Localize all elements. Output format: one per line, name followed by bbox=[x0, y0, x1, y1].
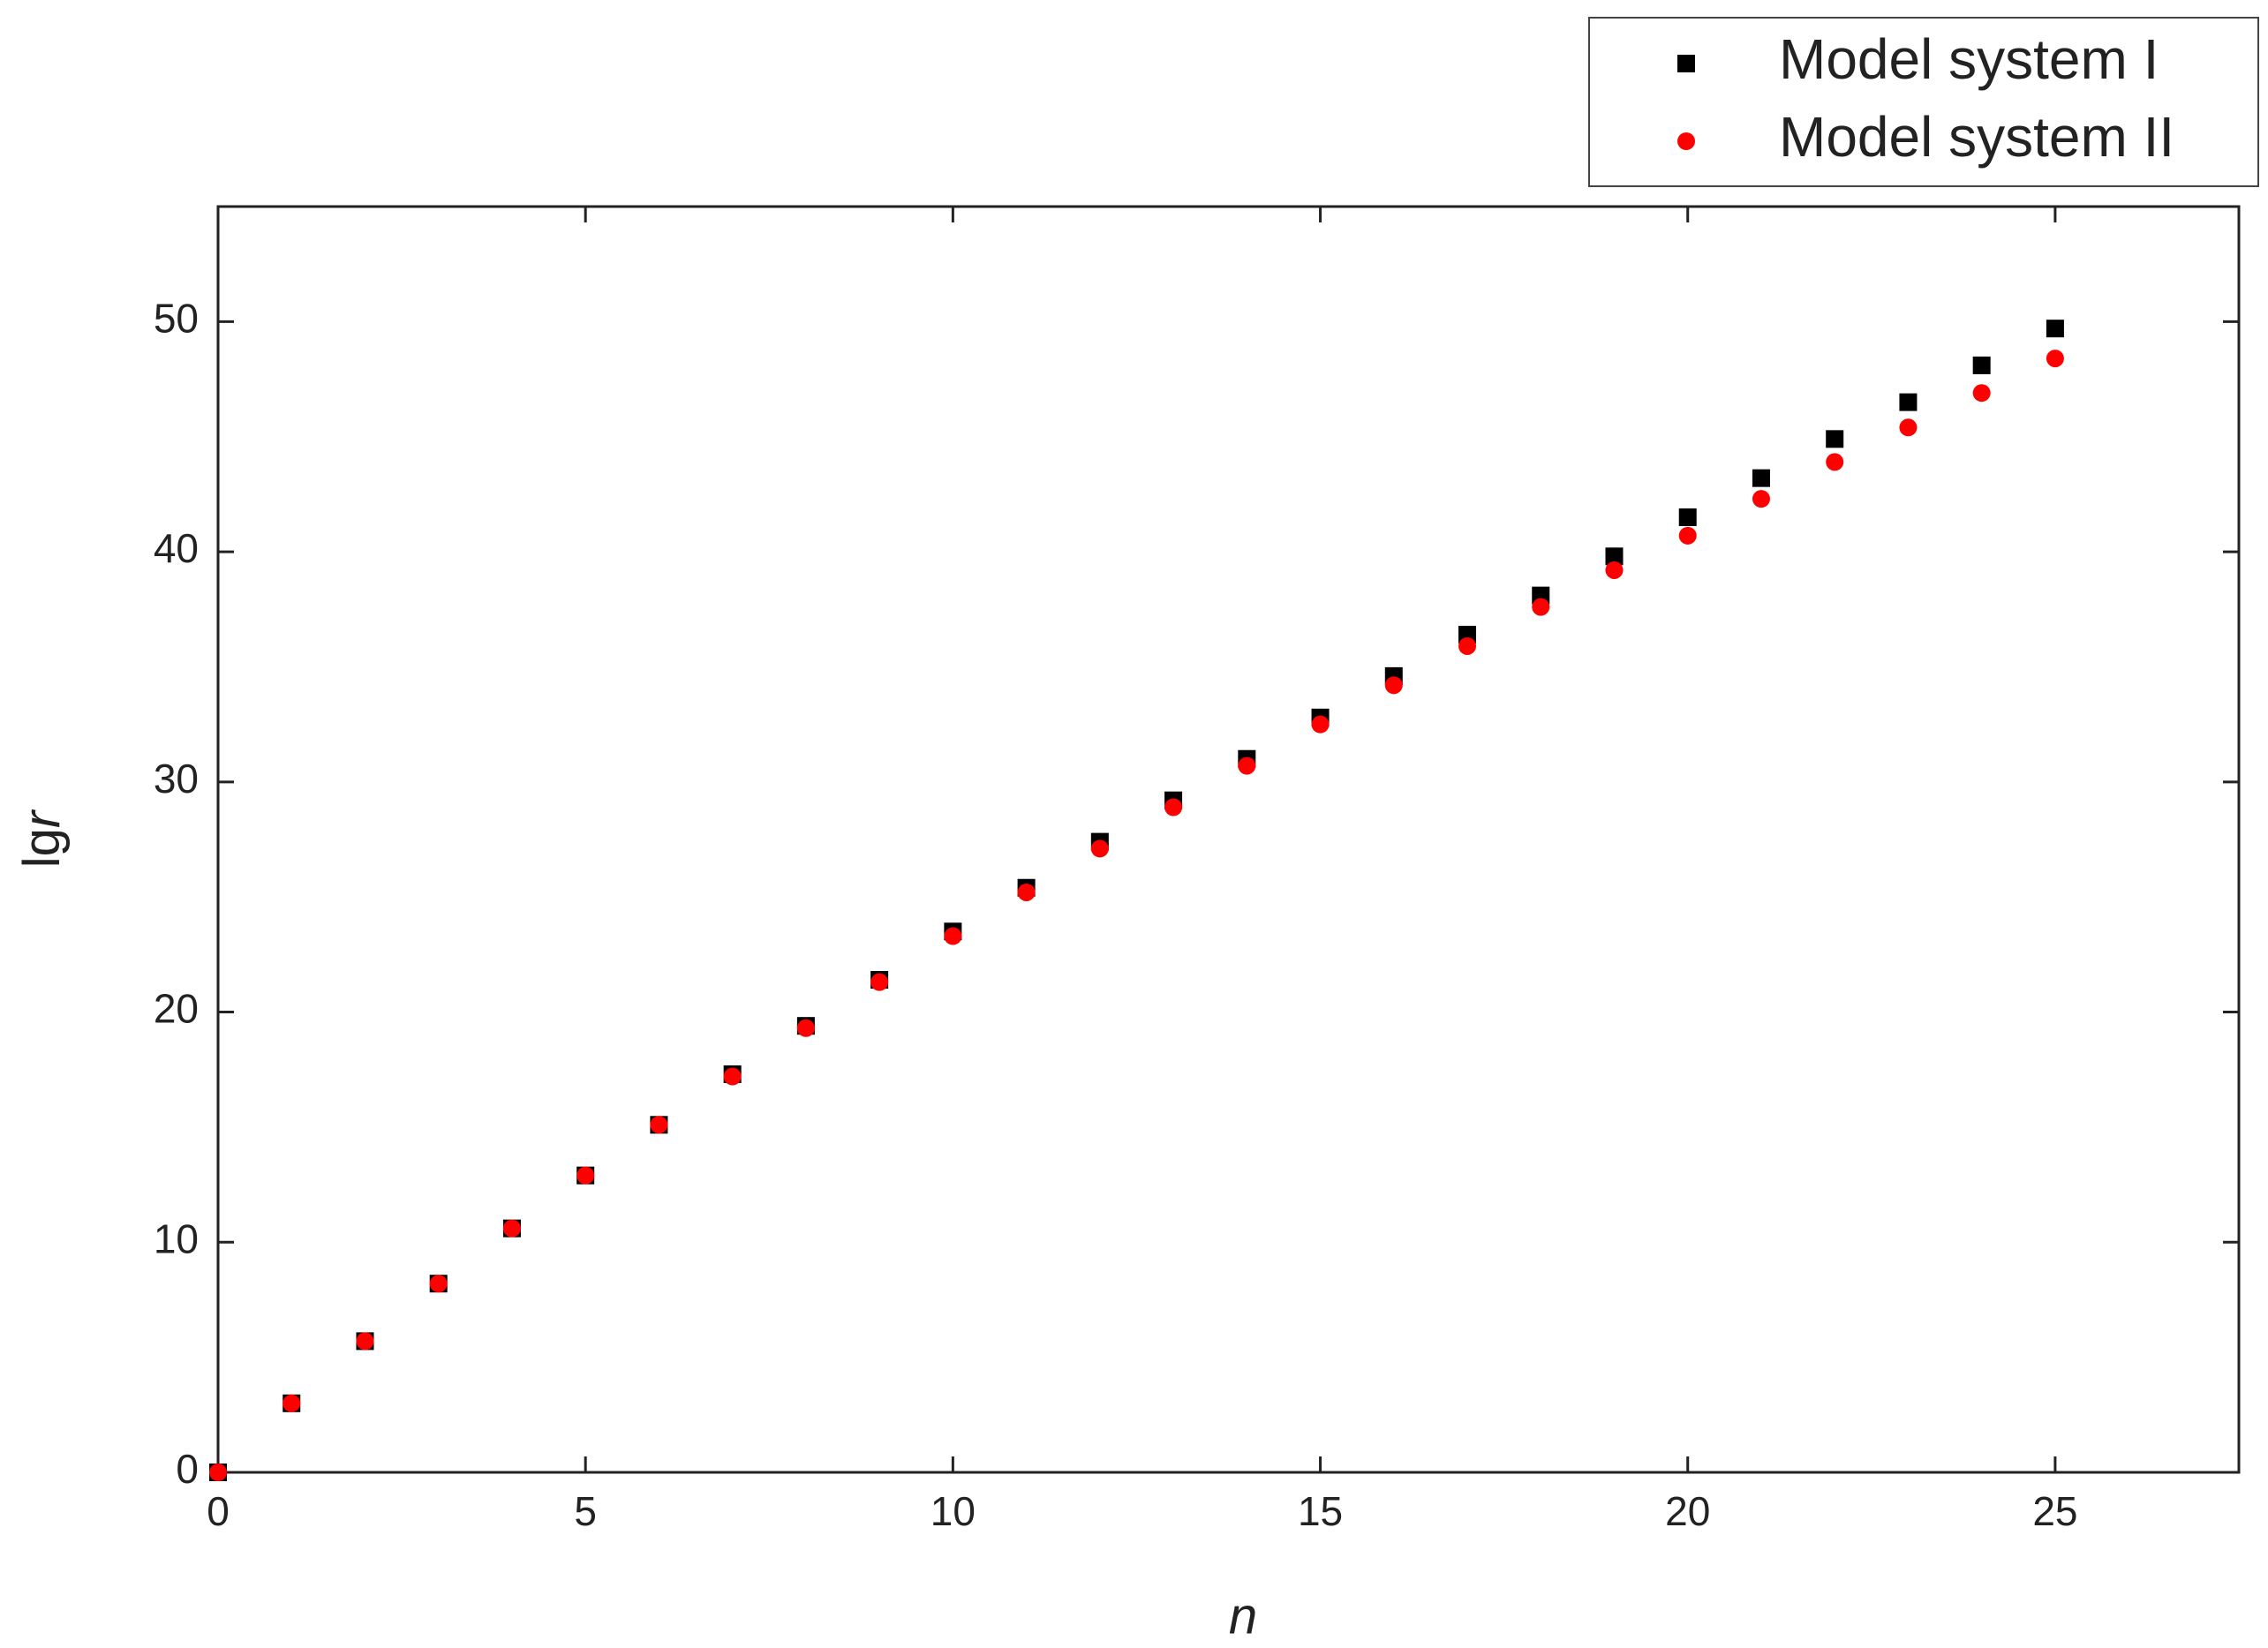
point bbox=[2046, 320, 2064, 338]
point bbox=[356, 1332, 374, 1351]
point bbox=[1458, 636, 1477, 655]
legend-label: Model system I bbox=[1779, 27, 2159, 91]
point bbox=[1532, 598, 1550, 616]
legend-label: Model system II bbox=[1779, 105, 2174, 169]
point bbox=[1826, 430, 1844, 448]
x-tick-label: 10 bbox=[931, 1488, 976, 1534]
point bbox=[650, 1116, 668, 1134]
point bbox=[1899, 418, 1918, 437]
x-tick-label: 5 bbox=[574, 1488, 597, 1534]
point bbox=[1678, 526, 1697, 545]
point bbox=[1752, 469, 1770, 487]
point bbox=[1605, 561, 1624, 579]
y-tick-label: 0 bbox=[176, 1446, 199, 1492]
point bbox=[1017, 883, 1036, 901]
point bbox=[870, 973, 889, 991]
x-axis-label: n bbox=[1229, 1587, 1257, 1644]
legend-box bbox=[1588, 17, 2259, 187]
legend-marker bbox=[1677, 132, 1695, 150]
point bbox=[1752, 490, 1770, 508]
y-tick-label: 20 bbox=[154, 986, 199, 1032]
point bbox=[429, 1275, 448, 1293]
x-tick-label: 0 bbox=[207, 1488, 230, 1534]
y-axis-label: lgr bbox=[13, 809, 71, 868]
point bbox=[1972, 384, 1991, 403]
point bbox=[1826, 453, 1844, 471]
x-tick-label: 20 bbox=[1665, 1488, 1710, 1534]
x-tick-label: 15 bbox=[1298, 1488, 1343, 1534]
point bbox=[502, 1219, 521, 1238]
point bbox=[723, 1067, 742, 1086]
y-tick-label: 50 bbox=[154, 296, 199, 342]
point bbox=[944, 927, 962, 945]
x-tick-label: 25 bbox=[2032, 1488, 2077, 1534]
point bbox=[1238, 756, 1256, 775]
y-tick-label: 30 bbox=[154, 756, 199, 801]
point bbox=[1384, 676, 1403, 695]
point bbox=[209, 1464, 227, 1481]
plot-frame bbox=[216, 205, 2241, 1474]
point bbox=[2046, 350, 2064, 368]
point bbox=[1311, 715, 1330, 734]
point bbox=[1972, 356, 1991, 374]
point bbox=[1090, 839, 1109, 858]
point bbox=[1678, 508, 1697, 526]
point bbox=[576, 1166, 595, 1185]
point bbox=[1605, 547, 1624, 566]
y-tick-label: 40 bbox=[154, 525, 199, 571]
point bbox=[1899, 393, 1918, 411]
point bbox=[283, 1394, 301, 1412]
point bbox=[796, 1019, 815, 1037]
y-tick-label: 10 bbox=[154, 1215, 199, 1261]
y-axis-label-variable: r bbox=[13, 809, 71, 828]
legend-marker bbox=[1677, 55, 1695, 72]
y-axis-label-prefix: lg bbox=[13, 828, 71, 868]
point bbox=[1164, 798, 1183, 816]
